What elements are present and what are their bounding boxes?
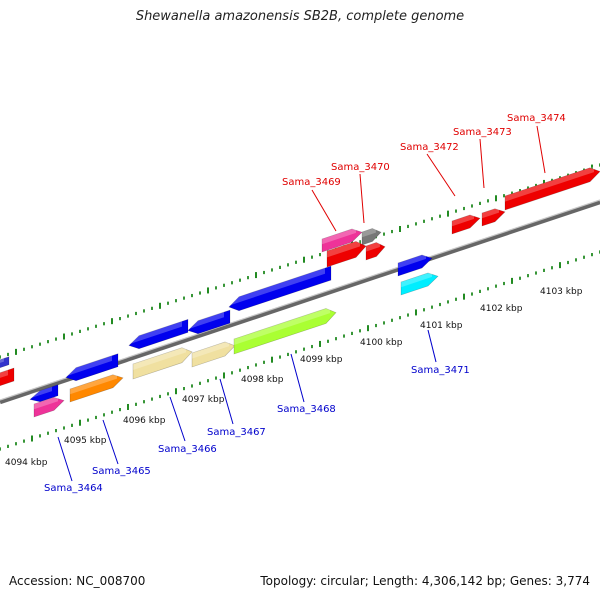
gene-label-bottom: Sama_3465 [92, 466, 151, 477]
accession-text: Accession: NC_008700 [9, 574, 146, 588]
gene-arrow [29, 384, 59, 403]
gene-arrow [321, 228, 363, 253]
gene-arrow [451, 214, 481, 235]
gene-arrow [481, 208, 506, 227]
gene-arrow-highlight [452, 213, 474, 227]
gene-arrow-highlight [70, 373, 117, 395]
gene-arrow [128, 318, 189, 350]
gene-label-bottom: Sama_3464 [44, 483, 103, 494]
gene-label-top: Sama_3469 [282, 177, 341, 188]
gene-arrow [361, 228, 382, 246]
gene-arrow-highlight [129, 321, 182, 345]
gene-arrow-highlight [234, 307, 330, 345]
gene-arrow [65, 353, 119, 382]
gene-arrow-highlight [30, 386, 52, 399]
label-leader-line [479, 138, 485, 189]
map-title: Shewanella amazonensis SB2B, complete ge… [135, 9, 465, 24]
scale-label: 4095 kbp [64, 436, 107, 446]
scale-label: 4096 kbp [123, 416, 166, 426]
gene-arrow [326, 241, 367, 268]
gene-arrow [132, 347, 193, 380]
label-leader-line [426, 153, 456, 197]
scale-label: 4097 kbp [182, 395, 225, 405]
scale-label: 4101 kbp [420, 321, 463, 331]
label-leader-line [427, 329, 437, 363]
gene-label-bottom: Sama_3466 [158, 444, 217, 455]
label-leader-line [290, 353, 305, 403]
gene-arrow-highlight [192, 340, 229, 359]
genes-layer [0, 166, 600, 418]
gene-arrow [365, 242, 386, 261]
gene-label-top: Sama_3470 [331, 162, 390, 173]
gene-label-bottom: Sama_3467 [207, 427, 266, 438]
gene-arrow-highlight [0, 358, 4, 363]
gene-label-top: Sama_3472 [400, 142, 459, 153]
scale-labels-layer: 4094 kbp 4095 kbp 4096 kbp 4097 kbp 4098 kbp… [5, 287, 583, 468]
gene-arrow-highlight [34, 396, 58, 410]
gene-arrow [504, 167, 600, 211]
gene-arrow-highlight [188, 312, 224, 330]
gene-arrow-highlight [66, 355, 112, 377]
gene-label-top: Sama_3473 [453, 127, 512, 138]
label-leaders-layer [57, 125, 546, 482]
tick-marks-layer [0, 163, 600, 451]
gene-arrow [0, 367, 15, 387]
gene-arrow [228, 265, 332, 312]
gene-arrow [187, 309, 231, 335]
gene-label-top: Sama_3474 [507, 113, 566, 124]
scale-label: 4098 kbp [241, 375, 284, 385]
gene-arrow [69, 374, 124, 403]
gene-label-bottom: Sama_3468 [277, 404, 336, 415]
gene-arrow-highlight [327, 240, 360, 258]
scale-label: 4099 kbp [300, 355, 343, 365]
gene-labels-layer: Sama_3469 Sama_3470 Sama_3472 Sama_3473 Sama… [44, 113, 566, 494]
gene-arrow [400, 272, 439, 296]
label-leader-line [57, 436, 73, 482]
scale-label: 4094 kbp [5, 458, 48, 468]
gene-arrow-highlight [401, 271, 432, 288]
topology-text: Topology: circular; Length: 4,306,142 bp… [260, 574, 590, 588]
gene-arrow-highlight [229, 268, 325, 306]
label-leader-line [311, 189, 337, 232]
gene-arrow [233, 308, 337, 355]
scale-label: 4103 kbp [540, 287, 583, 297]
label-leader-line [102, 419, 119, 465]
gene-arrow [0, 356, 10, 369]
label-leader-line [169, 396, 186, 442]
gene-label-bottom: Sama_3471 [411, 365, 470, 376]
scale-label: 4100 kbp [360, 338, 403, 348]
gene-arrow [191, 341, 236, 368]
gene-arrow-highlight [505, 166, 594, 202]
gene-arrow-highlight [366, 241, 380, 252]
gene-arrow-highlight [322, 227, 356, 245]
gene-arrow-highlight [362, 227, 376, 238]
gene-arrow [33, 397, 65, 418]
gene-arrow-highlight [482, 207, 499, 219]
scale-label: 4102 kbp [480, 304, 523, 314]
label-leader-line [359, 173, 365, 224]
gene-arrow-highlight [133, 346, 186, 370]
label-leader-line [219, 378, 234, 425]
gene-arrow-highlight [398, 253, 426, 269]
gene-arrow [397, 254, 433, 277]
label-leader-line [536, 125, 546, 174]
gene-arrow-highlight [0, 370, 8, 378]
